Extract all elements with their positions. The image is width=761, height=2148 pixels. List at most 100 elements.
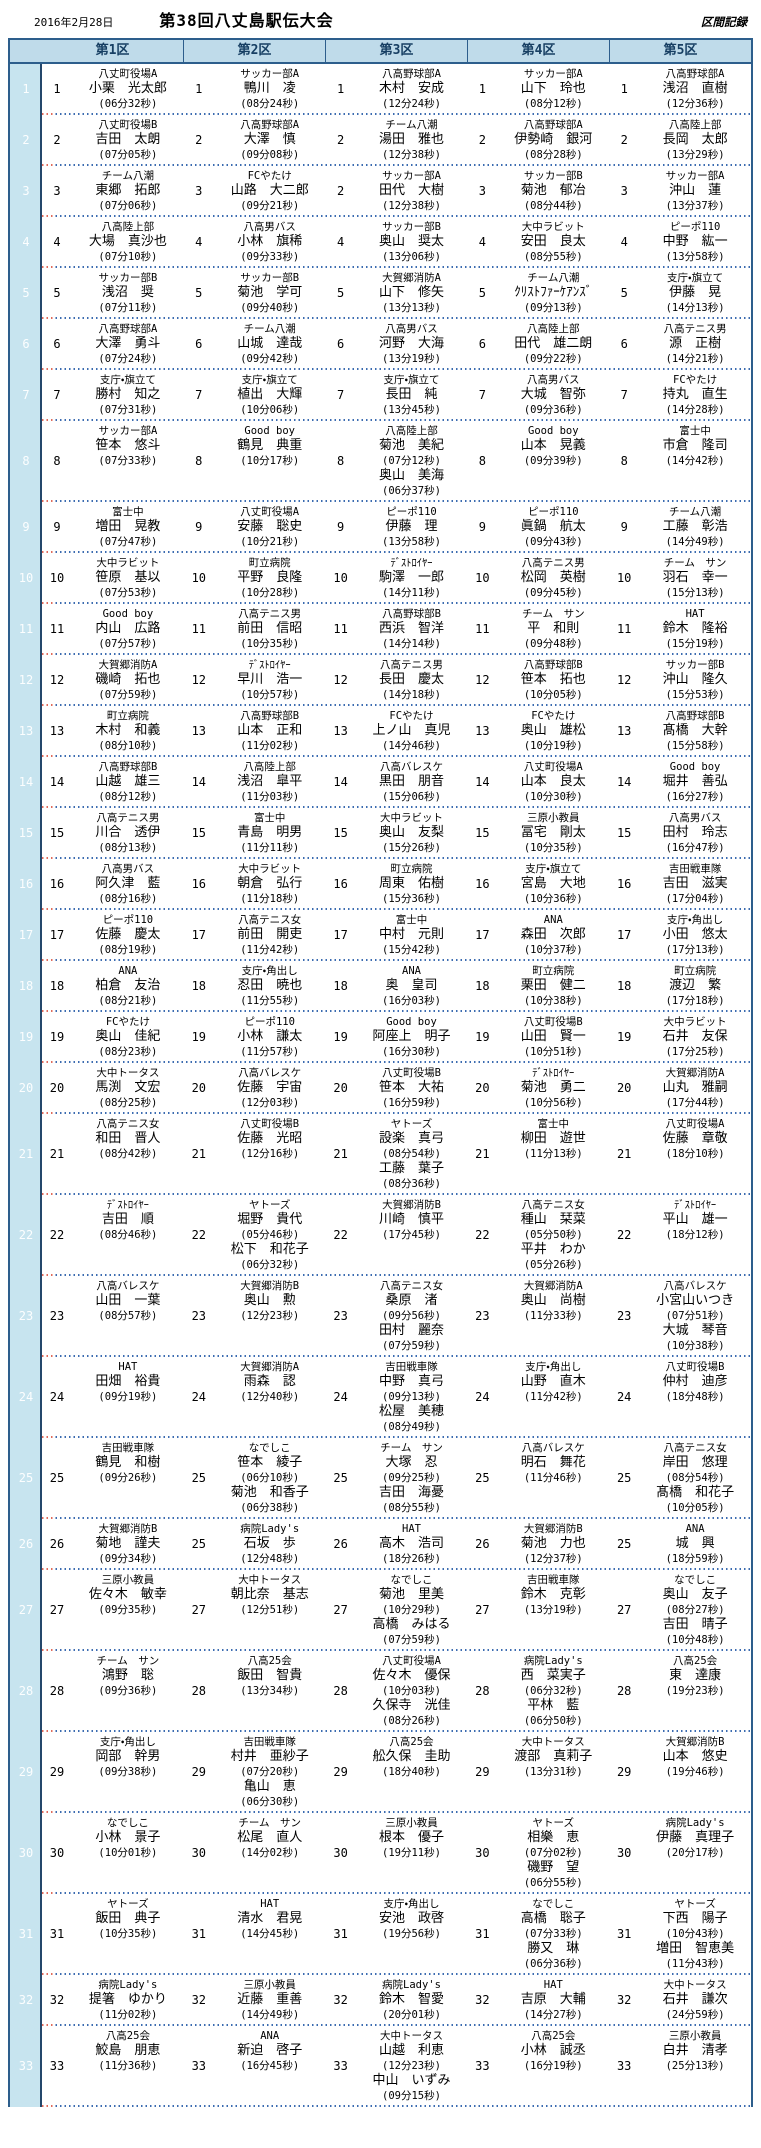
table-row: 28 28 チーム サン 鴻野 聡 (09分36秒) 28 八高25会 飯田 智貴 (13分34… bbox=[10, 1651, 751, 1730]
result-cell: 26 大賀郷消防B 菊池 力也 (12分37秒) bbox=[467, 1519, 609, 1568]
runner-time: (09分42秒) bbox=[240, 353, 300, 365]
rank-value: 15 bbox=[475, 826, 490, 840]
runner-name: 伊藤 晃 bbox=[669, 285, 722, 300]
result-cell: 15 富士中 青島 明男 (11分11秒) bbox=[184, 808, 326, 857]
runner-time: (19分56秒) bbox=[382, 1928, 441, 1940]
result-cell: 26 大賀郷消防B 菊地 謹夫 (09分34秒) bbox=[42, 1519, 184, 1568]
team-name: Good boy bbox=[244, 425, 295, 437]
result-cell: 21 富士中 柳田 遊世 (11分13秒) bbox=[467, 1114, 609, 1193]
rank-value: 25 bbox=[616, 1537, 632, 1551]
rank-value: 8 bbox=[478, 454, 486, 468]
runner-time: (15分58秒) bbox=[665, 740, 725, 752]
table-row: 23 23 八高バレスケ 山田 一葉 (08分57秒) 23 大賀郷消防B 奥山 勲 (12分2… bbox=[10, 1276, 751, 1355]
result-cell: 17 富士中 中村 元則 (15分42秒) bbox=[326, 910, 468, 959]
rank-value: 9 bbox=[195, 520, 203, 534]
runner-name: 山下 玲也 bbox=[520, 81, 586, 96]
runner-time: (11分46秒) bbox=[523, 1472, 583, 1484]
entry: 八高野球部B 西浜 智洋 (14分14秒) bbox=[356, 607, 468, 651]
runner-time: (07分06秒) bbox=[98, 200, 158, 212]
result-cell: 33 八高25会 小林 誠丞 (16分19秒) bbox=[467, 2026, 609, 2105]
entry: 富士中 増田 晃教 (07分47秒) bbox=[72, 505, 184, 549]
runner-time: (10分37秒) bbox=[523, 944, 583, 956]
team-name: 八高バレスケ bbox=[663, 1280, 727, 1292]
entry: 八高男バス 小林 旗稀 (09分33秒) bbox=[214, 220, 326, 264]
runner-time: (18分10秒) bbox=[665, 1148, 725, 1160]
result-cell: 32 HAT 吉原 大輔 (14分27秒) bbox=[467, 1975, 609, 2024]
runner-time: (06分55秒) bbox=[523, 1877, 583, 1889]
team-name: 三原小教員 bbox=[527, 812, 580, 824]
team-name: チーム サン bbox=[380, 1442, 443, 1454]
entry: サッカー部B 菊池 郁冶 (08分44秒) bbox=[497, 169, 609, 213]
runner-name: 鶴見 典重 bbox=[237, 438, 303, 453]
entry: 大賀郷消防A 雨森 認 (12分40秒) bbox=[214, 1360, 326, 1434]
result-cell: 21 八高テニス女 和田 晋人 (08分42秒) bbox=[42, 1114, 184, 1193]
entry: ﾃﾞｽﾄﾛｲﾔｰ 駒澤 一郎 (14分11秒) bbox=[356, 556, 468, 600]
rank-value: 31 bbox=[49, 1927, 65, 1941]
rank-value: 19 bbox=[616, 1030, 632, 1044]
runner-name: 磯野 望 bbox=[527, 1860, 580, 1875]
result-cell: 10 ﾃﾞｽﾄﾛｲﾔｰ 駒澤 一郎 (14分11秒) bbox=[326, 553, 468, 602]
runner-time: (18分48秒) bbox=[665, 1391, 725, 1403]
row-number: 25 bbox=[18, 1470, 34, 1485]
team-name: 八高男バス bbox=[243, 221, 296, 233]
rank-value: 21 bbox=[191, 1147, 207, 1161]
result-cell: 31 HAT 清水 君晃 (14分45秒) bbox=[184, 1894, 326, 1973]
rank-value: 21 bbox=[475, 1147, 490, 1161]
row-separator bbox=[42, 602, 751, 604]
result-cell: 13 八高野球部B 山本 正和 (11分02秒) bbox=[184, 706, 326, 755]
runner-time: (19分46秒) bbox=[665, 1766, 725, 1778]
rank-value: 30 bbox=[616, 1846, 632, 1860]
team-name: ピーポ110 bbox=[386, 506, 437, 518]
rank-value: 33 bbox=[616, 2059, 632, 2073]
rank-value: 14 bbox=[49, 775, 65, 789]
result-cell: 26 HAT 高木 浩司 (18分26秒) bbox=[326, 1519, 468, 1568]
table-row: 15 15 八高テニス男 川合 透伊 (08分13秒) 15 富士中 青島 明男 (11分11秒… bbox=[10, 808, 751, 857]
result-cell: 3 FCやたけ 山路 大二郎 (09分21秒) bbox=[184, 166, 326, 215]
runner-name: 高橋 聡子 bbox=[520, 1911, 586, 1926]
team-name: ANA bbox=[543, 914, 563, 926]
rank-value: 3 bbox=[53, 184, 61, 198]
entry: 八高25会 小林 誠丞 (16分19秒) bbox=[497, 2029, 609, 2103]
team-name: 大賀郷消防A bbox=[523, 1280, 583, 1292]
result-cell: 12 ﾃﾞｽﾄﾛｲﾔｰ 早川 浩一 (10分57秒) bbox=[184, 655, 326, 704]
row-separator bbox=[42, 1649, 751, 1651]
entry: FCやたけ 奥山 雄松 (10分19秒) bbox=[497, 709, 609, 753]
entry: 大中ラビット 安田 良太 (08分55秒) bbox=[497, 220, 609, 264]
result-cell: 31 なでしこ 高橋 聡子 (07分33秒) 勝又 琳 (06分36秒) bbox=[467, 1894, 609, 1973]
team-name: 大賀郷消防B bbox=[98, 1523, 158, 1535]
entry: 八高野球部A 大澤 慎 (09分08秒) bbox=[214, 118, 326, 162]
runner-time: (06分30秒) bbox=[240, 1796, 300, 1808]
runner-name: 栗田 健二 bbox=[520, 978, 586, 993]
rank-value: 10 bbox=[333, 571, 348, 585]
table-row: 16 16 八高男バス 阿久津 藍 (08分16秒) 16 大中ラビット 朝倉 弘行 (11分1… bbox=[10, 859, 751, 908]
team-name: 八丈町役場A bbox=[523, 761, 583, 773]
runner-time: (11分02秒) bbox=[240, 740, 300, 752]
rank-value: 20 bbox=[616, 1081, 632, 1095]
entry: 支庁・旗立て 植出 大輝 (10分06秒) bbox=[214, 373, 326, 417]
rank-value: 19 bbox=[191, 1030, 207, 1044]
rank-value: 20 bbox=[49, 1081, 65, 1095]
runner-name: 柏倉 友治 bbox=[95, 978, 161, 993]
row-number: 31 bbox=[18, 1926, 34, 1941]
runner-name: 菊池 和香子 bbox=[230, 1485, 309, 1500]
row-number: 18 bbox=[18, 978, 34, 993]
runner-name: 勝又 琳 bbox=[527, 1941, 580, 1956]
runner-time: (07分02秒) bbox=[523, 1847, 583, 1859]
result-cell: 14 八丈町役場A 山本 良太 (10分30秒) bbox=[467, 757, 609, 806]
team-name: 八高バレスケ bbox=[379, 761, 443, 773]
runner-name: 山本 晃義 bbox=[520, 438, 586, 453]
runner-name: 阿座上 明子 bbox=[372, 1029, 451, 1044]
team-name: HAT bbox=[260, 1898, 280, 1910]
team-name: チーム サン bbox=[96, 1655, 160, 1667]
team-name: 三原小教員 bbox=[243, 1979, 296, 1991]
runner-time: (06分32秒) bbox=[240, 1259, 300, 1271]
rank-value: 30 bbox=[475, 1846, 490, 1860]
rank-value: 2 bbox=[53, 133, 61, 147]
result-cell: 11 Good boy 内山 広路 (07分57秒) bbox=[42, 604, 184, 653]
entry: 八高テニス男 前田 信昭 (10分35秒) bbox=[214, 607, 326, 651]
runner-time: (15分53秒) bbox=[665, 689, 725, 701]
result-cell: 22 ﾃﾞｽﾄﾛｲﾔｰ 吉田 順 (08分46秒) bbox=[42, 1195, 184, 1274]
runner-time: (09分13秒) bbox=[523, 302, 583, 314]
team-name: 病院Lady's bbox=[98, 1979, 158, 1991]
result-cell: 27 なでしこ 菊池 里美 (10分29秒) 高橋 みはる (07分59秒) bbox=[326, 1570, 468, 1649]
